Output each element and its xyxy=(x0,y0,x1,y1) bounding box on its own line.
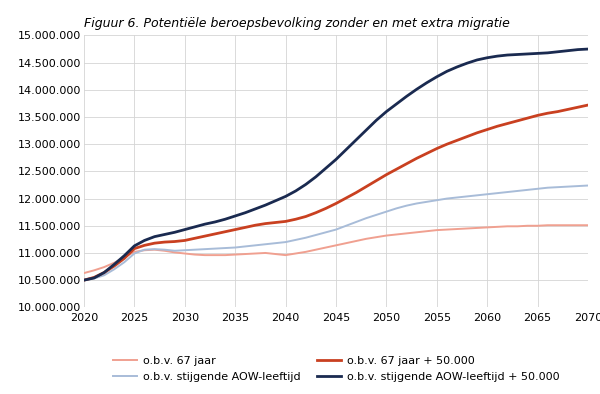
o.b.v. stijgende AOW-leeftijd xyxy=(443,196,451,201)
o.b.v. stijgende AOW-leeftijd + 50.000 xyxy=(242,210,249,215)
o.b.v. stijgende AOW-leeftijd xyxy=(584,183,592,188)
o.b.v. 67 jaar xyxy=(544,223,551,228)
o.b.v. 67 jaar + 50.000 xyxy=(232,227,239,232)
o.b.v. 67 jaar xyxy=(80,271,88,275)
o.b.v. 67 jaar + 50.000 xyxy=(242,225,249,230)
o.b.v. stijgende AOW-leeftijd xyxy=(191,247,199,252)
o.b.v. stijgende AOW-leeftijd xyxy=(232,245,239,250)
o.b.v. stijgende AOW-leeftijd + 50.000 xyxy=(574,47,581,52)
o.b.v. stijgende AOW-leeftijd + 50.000 xyxy=(191,225,199,229)
Line: o.b.v. 67 jaar + 50.000: o.b.v. 67 jaar + 50.000 xyxy=(84,105,588,280)
o.b.v. 67 jaar + 50.000 xyxy=(443,142,451,147)
o.b.v. stijgende AOW-leeftijd + 50.000 xyxy=(413,87,420,92)
o.b.v. 67 jaar + 50.000 xyxy=(584,103,592,108)
o.b.v. stijgende AOW-leeftijd xyxy=(574,184,581,188)
Text: Figuur 6. Potentiële beroepsbevolking zonder en met extra migratie: Figuur 6. Potentiële beroepsbevolking zo… xyxy=(84,17,510,30)
o.b.v. stijgende AOW-leeftijd + 50.000 xyxy=(80,278,88,282)
o.b.v. stijgende AOW-leeftijd + 50.000 xyxy=(584,47,592,52)
o.b.v. 67 jaar + 50.000 xyxy=(574,105,581,110)
o.b.v. 67 jaar xyxy=(413,230,420,235)
o.b.v. stijgende AOW-leeftijd + 50.000 xyxy=(443,69,451,74)
o.b.v. 67 jaar xyxy=(232,252,239,257)
o.b.v. 67 jaar + 50.000 xyxy=(413,156,420,161)
o.b.v. 67 jaar + 50.000 xyxy=(191,236,199,241)
o.b.v. stijgende AOW-leeftijd xyxy=(242,244,249,249)
o.b.v. stijgende AOW-leeftijd xyxy=(80,278,88,282)
Line: o.b.v. stijgende AOW-leeftijd + 50.000: o.b.v. stijgende AOW-leeftijd + 50.000 xyxy=(84,49,588,280)
o.b.v. 67 jaar xyxy=(584,223,592,228)
o.b.v. 67 jaar xyxy=(242,252,249,256)
o.b.v. 67 jaar xyxy=(443,227,451,232)
Line: o.b.v. stijgende AOW-leeftijd: o.b.v. stijgende AOW-leeftijd xyxy=(84,186,588,280)
o.b.v. 67 jaar xyxy=(574,223,581,228)
o.b.v. 67 jaar + 50.000 xyxy=(80,278,88,282)
Legend: o.b.v. 67 jaar, o.b.v. stijgende AOW-leeftijd, o.b.v. 67 jaar + 50.000, o.b.v. s: o.b.v. 67 jaar, o.b.v. stijgende AOW-lee… xyxy=(113,357,559,382)
o.b.v. stijgende AOW-leeftijd + 50.000 xyxy=(232,214,239,218)
o.b.v. 67 jaar xyxy=(191,252,199,257)
Line: o.b.v. 67 jaar: o.b.v. 67 jaar xyxy=(84,225,588,273)
o.b.v. stijgende AOW-leeftijd xyxy=(413,201,420,206)
